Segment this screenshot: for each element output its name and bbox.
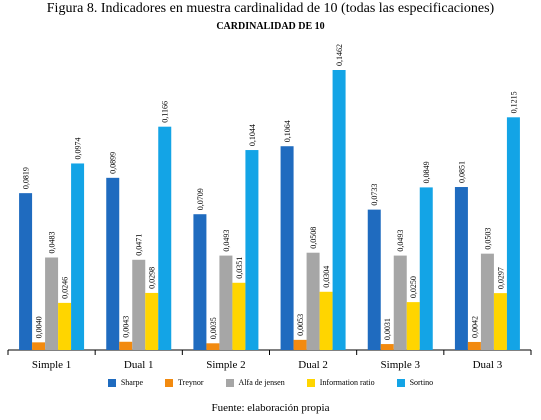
bar-sortino xyxy=(506,117,520,351)
bar-alfa-de-jensen xyxy=(480,253,494,350)
legend-label: Treynor xyxy=(178,378,204,387)
data-label: 0,0709 xyxy=(196,188,205,210)
chart-legend: Sharpe Treynor Alfa de jensen Information r… xyxy=(0,378,541,387)
bar-information-ratio xyxy=(58,302,72,350)
legend-item: Treynor xyxy=(165,378,204,387)
legend-label: Alfa de jensen xyxy=(238,378,285,387)
data-label: 0,0851 xyxy=(457,161,466,183)
data-label: 0,1064 xyxy=(283,120,292,142)
bar-information-ratio xyxy=(319,291,333,350)
legend-swatch xyxy=(306,378,315,387)
x-tick-label: Dual 2 xyxy=(298,359,328,371)
bar-treynor xyxy=(467,341,481,350)
bar-treynor xyxy=(32,342,46,350)
data-label: 0,1044 xyxy=(248,124,257,146)
data-label: 0,0040 xyxy=(35,316,44,338)
legend-swatch xyxy=(396,378,405,387)
bar-sharpe xyxy=(193,214,207,350)
legend-swatch xyxy=(225,378,234,387)
x-tick-label: Dual 3 xyxy=(473,359,503,371)
data-label: 0,0298 xyxy=(148,267,157,289)
bar-information-ratio xyxy=(232,282,246,350)
legend-item: Sharpe xyxy=(107,378,144,387)
data-label: 0,0297 xyxy=(496,267,505,289)
bar-alfa-de-jensen xyxy=(132,259,146,350)
data-label: 0,0483 xyxy=(48,231,57,253)
bar-alfa-de-jensen xyxy=(306,252,320,350)
data-label: 0,0733 xyxy=(370,184,379,206)
data-label: 0,0042 xyxy=(470,316,479,338)
data-label: 0,0351 xyxy=(235,257,244,279)
bar-sortino xyxy=(71,163,85,350)
data-label: 0,0503 xyxy=(483,228,492,250)
bar-sharpe xyxy=(454,187,468,350)
bar-sortino xyxy=(158,126,172,350)
data-label: 0,0246 xyxy=(61,277,70,299)
bar-information-ratio xyxy=(406,302,420,350)
data-label: 0,0043 xyxy=(122,316,131,338)
bar-sharpe xyxy=(280,146,294,350)
x-tick-label: Simple 3 xyxy=(381,359,421,371)
legend-label: Sharpe xyxy=(120,378,144,387)
bar-sortino xyxy=(419,187,433,350)
data-label: 0,0471 xyxy=(135,234,144,256)
bar-treynor xyxy=(380,344,394,350)
bar-alfa-de-jensen xyxy=(45,257,59,350)
legend-item: Alfa de jensen xyxy=(225,378,285,387)
data-label: 0,0250 xyxy=(409,276,418,298)
data-label: 0,0974 xyxy=(74,137,83,159)
bar-sharpe xyxy=(19,193,33,350)
legend-swatch xyxy=(165,378,174,387)
bar-information-ratio xyxy=(145,292,159,350)
data-label: 0,1166 xyxy=(161,101,170,123)
legend-label: Information ratio xyxy=(319,378,375,387)
bar-information-ratio xyxy=(493,293,507,350)
bar-alfa-de-jensen xyxy=(393,255,407,350)
data-label: 0,0031 xyxy=(383,318,392,340)
source-note: Fuente: elaboración propia xyxy=(211,402,330,414)
data-label: 0,1215 xyxy=(509,91,518,113)
bar-sortino xyxy=(332,70,346,350)
data-label: 0,0304 xyxy=(322,266,331,288)
bar-treynor xyxy=(119,341,133,350)
data-label: 0,1462 xyxy=(335,44,344,66)
bar-sortino xyxy=(245,150,259,350)
x-tick-label: Simple 2 xyxy=(206,359,245,371)
figure-title: Figura 8. Indicadores en muestra cardina… xyxy=(46,1,495,16)
data-label: 0,0493 xyxy=(396,230,405,252)
legend-label: Sortino xyxy=(409,378,434,387)
bar-treynor xyxy=(206,343,220,350)
bar-treynor xyxy=(293,339,307,350)
data-label: 0,0493 xyxy=(222,230,231,252)
bar-chart: Simple 1 0,0819 0,0040 0,0483 0,0246 0,0974 Du… xyxy=(7,44,532,371)
x-tick-label: Simple 1 xyxy=(32,359,71,371)
data-label: 0,0035 xyxy=(209,317,218,339)
legend-item: Sortino xyxy=(396,378,434,387)
x-tick-label: Dual 1 xyxy=(124,359,154,371)
bar-sharpe xyxy=(106,177,120,350)
chart-title: CARDINALIDAD DE 10 xyxy=(216,21,325,32)
data-label: 0,0849 xyxy=(422,161,431,183)
data-label: 0,0899 xyxy=(109,152,118,174)
data-label: 0,0508 xyxy=(309,227,318,249)
data-label: 0,0053 xyxy=(296,314,305,336)
bar-sharpe xyxy=(367,209,381,350)
legend-item: Information ratio xyxy=(306,378,375,387)
legend-swatch xyxy=(107,378,116,387)
bar-alfa-de-jensen xyxy=(219,255,233,350)
data-label: 0,0819 xyxy=(22,167,31,189)
